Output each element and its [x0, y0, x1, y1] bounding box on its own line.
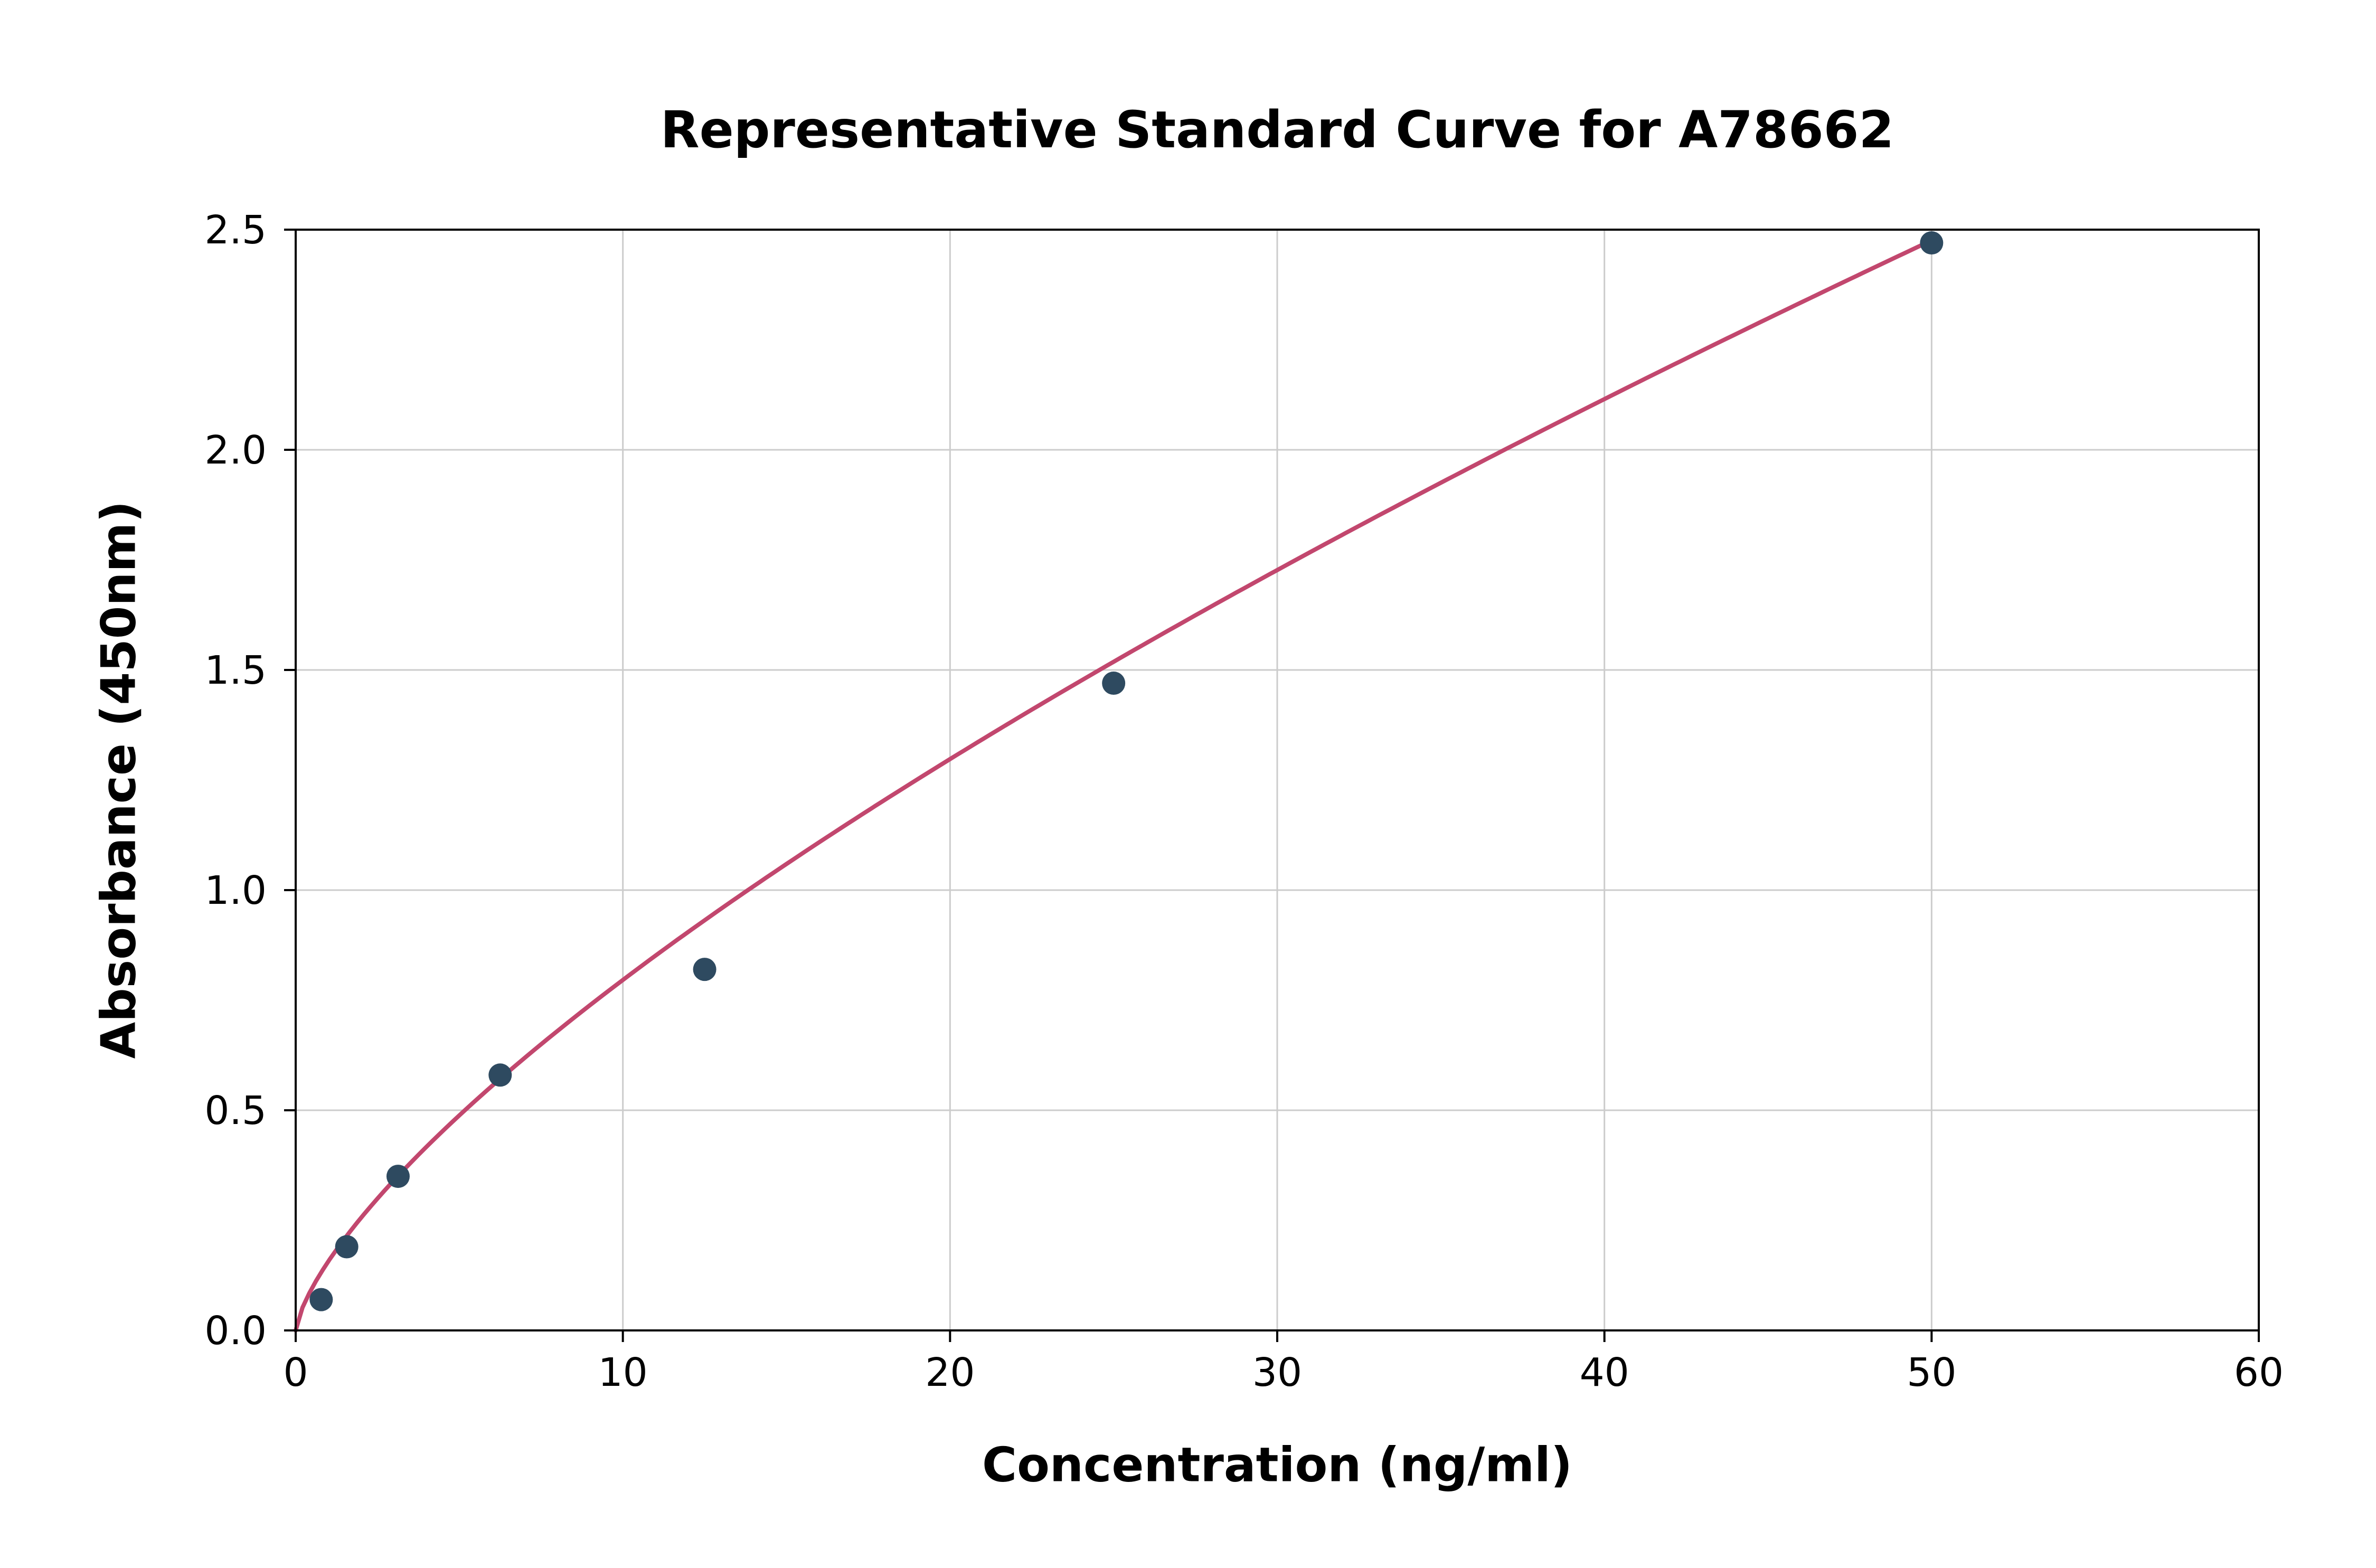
y-tick-label: 0.5: [204, 1088, 267, 1134]
fit-curve: [294, 238, 1934, 1333]
x-tick-label: 30: [1252, 1350, 1302, 1395]
chart-title: Representative Standard Curve for A78662: [660, 100, 1894, 159]
data-point: [335, 1235, 359, 1259]
data-point: [1102, 672, 1126, 695]
y-tick-label: 0.0: [204, 1308, 267, 1354]
x-axis-label: Concentration (ng/ml): [982, 1437, 1572, 1493]
data-point: [1920, 231, 1944, 255]
y-tick-label: 2.0: [204, 428, 267, 473]
y-tick-label: 1.0: [204, 868, 267, 913]
data-point: [488, 1063, 512, 1087]
data-point: [309, 1288, 333, 1311]
y-tick-label: 1.5: [204, 648, 267, 693]
x-tick-label: 40: [1580, 1350, 1629, 1395]
data-point: [386, 1165, 410, 1188]
x-tick-label: 10: [598, 1350, 648, 1395]
x-tick-label: 60: [2234, 1350, 2284, 1395]
y-axis-label: Absorbance (450nm): [91, 500, 147, 1059]
x-tick-label: 20: [925, 1350, 975, 1395]
data-point: [693, 958, 716, 981]
y-tick-label: 2.5: [204, 207, 267, 253]
x-tick-label: 50: [1907, 1350, 1956, 1395]
x-tick-label: 0: [283, 1350, 308, 1395]
